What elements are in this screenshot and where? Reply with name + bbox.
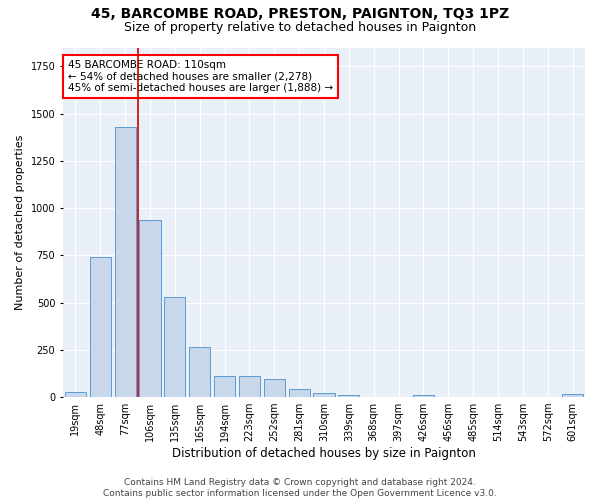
X-axis label: Distribution of detached houses by size in Paignton: Distribution of detached houses by size … xyxy=(172,447,476,460)
Bar xyxy=(115,127,136,397)
Bar xyxy=(338,395,359,397)
Bar xyxy=(189,347,210,397)
Bar xyxy=(65,392,86,397)
Text: 45 BARCOMBE ROAD: 110sqm
← 54% of detached houses are smaller (2,278)
45% of sem: 45 BARCOMBE ROAD: 110sqm ← 54% of detach… xyxy=(68,60,333,93)
Text: Size of property relative to detached houses in Paignton: Size of property relative to detached ho… xyxy=(124,21,476,34)
Bar xyxy=(562,394,583,397)
Bar xyxy=(239,376,260,397)
Text: Contains HM Land Registry data © Crown copyright and database right 2024.
Contai: Contains HM Land Registry data © Crown c… xyxy=(103,478,497,498)
Bar xyxy=(89,257,111,397)
Bar xyxy=(139,220,161,397)
Bar xyxy=(413,395,434,397)
Bar xyxy=(214,376,235,397)
Bar xyxy=(289,389,310,397)
Bar xyxy=(164,297,185,397)
Bar xyxy=(313,393,335,397)
Bar xyxy=(263,379,285,397)
Y-axis label: Number of detached properties: Number of detached properties xyxy=(15,134,25,310)
Text: 45, BARCOMBE ROAD, PRESTON, PAIGNTON, TQ3 1PZ: 45, BARCOMBE ROAD, PRESTON, PAIGNTON, TQ… xyxy=(91,8,509,22)
